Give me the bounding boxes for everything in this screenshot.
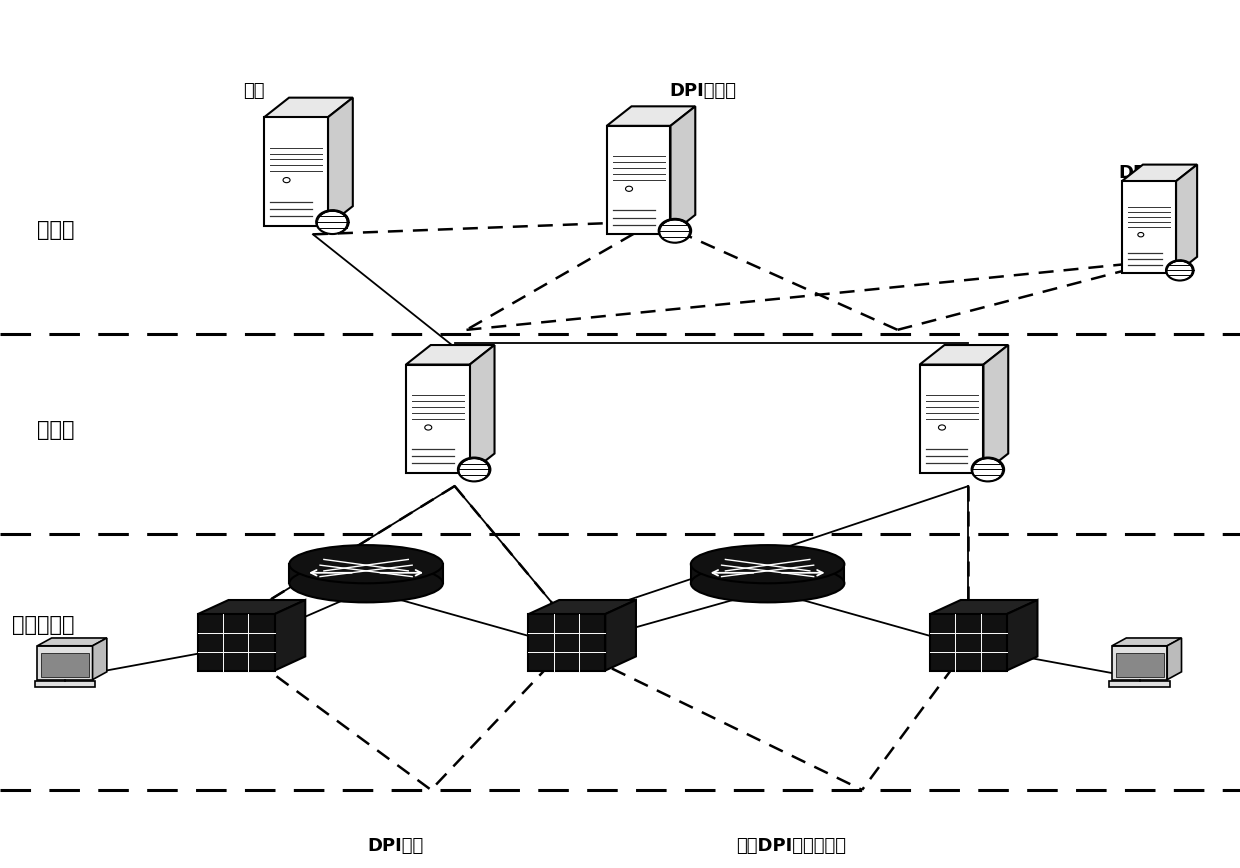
Polygon shape — [671, 107, 696, 234]
Bar — [198, 615, 274, 670]
Bar — [37, 646, 93, 680]
Polygon shape — [920, 345, 1008, 365]
Circle shape — [625, 187, 632, 191]
Text: 应用: 应用 — [243, 82, 264, 100]
Bar — [1116, 654, 1163, 677]
Polygon shape — [930, 600, 1038, 615]
Polygon shape — [264, 98, 353, 117]
Text: 网络设备层: 网络设备层 — [12, 615, 74, 635]
Bar — [930, 615, 1007, 670]
Circle shape — [939, 425, 945, 430]
Polygon shape — [1167, 638, 1182, 680]
Polygon shape — [198, 600, 305, 615]
Polygon shape — [405, 345, 495, 365]
Text: 应用层: 应用层 — [37, 220, 74, 240]
Bar — [1122, 181, 1176, 273]
Text: DPI功能: DPI功能 — [367, 837, 424, 855]
Bar — [264, 117, 329, 226]
Bar — [405, 365, 470, 473]
Polygon shape — [983, 345, 1008, 473]
Polygon shape — [605, 600, 636, 670]
Bar — [528, 615, 605, 670]
Circle shape — [1166, 260, 1194, 280]
Polygon shape — [274, 600, 305, 670]
Polygon shape — [37, 638, 107, 646]
Polygon shape — [1122, 165, 1197, 181]
Polygon shape — [93, 638, 107, 680]
Bar — [606, 126, 671, 234]
Ellipse shape — [691, 564, 844, 602]
Circle shape — [658, 219, 691, 243]
Text: 支持DPI的网络设备: 支持DPI的网络设备 — [737, 837, 846, 855]
Bar — [1110, 681, 1171, 687]
Polygon shape — [606, 107, 696, 126]
Circle shape — [316, 210, 348, 234]
Ellipse shape — [691, 545, 844, 583]
Circle shape — [458, 457, 490, 482]
Bar — [1112, 646, 1167, 680]
Text: 控制层: 控制层 — [37, 419, 74, 440]
Bar — [41, 654, 89, 677]
Circle shape — [1138, 233, 1143, 237]
Polygon shape — [289, 564, 443, 583]
Polygon shape — [470, 345, 495, 473]
Text: DPI服务器: DPI服务器 — [670, 82, 737, 100]
Polygon shape — [1112, 638, 1182, 646]
Ellipse shape — [289, 564, 443, 602]
Text: DPI控制器: DPI控制器 — [1118, 164, 1185, 182]
Circle shape — [283, 178, 290, 182]
Polygon shape — [1176, 165, 1197, 273]
Polygon shape — [1007, 600, 1038, 670]
Polygon shape — [329, 98, 353, 226]
Bar — [35, 681, 95, 687]
Polygon shape — [528, 600, 636, 615]
Ellipse shape — [289, 545, 443, 583]
Polygon shape — [691, 564, 844, 583]
Circle shape — [425, 425, 432, 430]
Circle shape — [972, 457, 1004, 482]
Bar — [920, 365, 983, 473]
